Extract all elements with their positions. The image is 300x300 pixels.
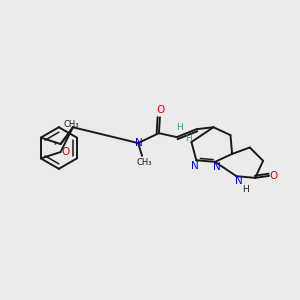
Text: N: N — [191, 161, 199, 171]
Text: N: N — [213, 162, 221, 172]
Text: N: N — [235, 176, 242, 186]
Text: O: O — [61, 147, 70, 157]
Text: O: O — [157, 105, 165, 116]
Text: H: H — [176, 123, 183, 132]
Text: H: H — [242, 184, 249, 194]
Text: CH₃: CH₃ — [64, 120, 79, 129]
Text: O: O — [270, 171, 278, 181]
Text: H: H — [185, 134, 192, 142]
Text: CH₃: CH₃ — [136, 158, 152, 167]
Text: N: N — [135, 138, 143, 148]
